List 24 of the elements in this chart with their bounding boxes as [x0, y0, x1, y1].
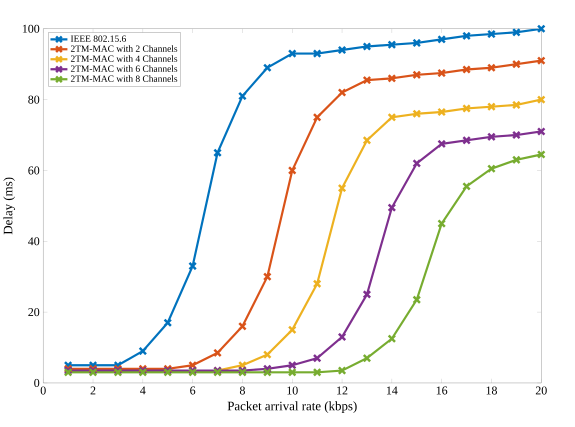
y-tick-label: 40: [28, 237, 40, 246]
y-tick-label: 0: [34, 379, 40, 388]
x-tick-label: 10: [287, 386, 298, 395]
x-tick-label: 20: [536, 386, 547, 395]
x-tick-label: 6: [190, 386, 196, 395]
x-tick-label: 16: [436, 386, 448, 395]
x-tick-label: 18: [486, 386, 497, 395]
y-tick-label: 20: [28, 308, 40, 316]
legend-label: 2TM-MAC with 2 Channels: [70, 45, 178, 52]
x-tick-label: 14: [386, 386, 398, 395]
legend-label: 2TM-MAC with 6 Channels: [70, 65, 178, 72]
x-axis-title: Packet arrival rate (kbps): [228, 401, 357, 414]
legend-label: 2TM-MAC with 8 Channels: [70, 75, 178, 82]
y-tick-label: 60: [28, 166, 40, 175]
x-tick-label: 8: [240, 386, 245, 395]
y-tick-label: 80: [28, 96, 40, 104]
legend-label: 2TM-MAC with 4 Channels: [70, 55, 178, 62]
x-tick-label: 4: [140, 386, 146, 394]
y-axis-title: Delay (ms): [3, 178, 16, 235]
x-tick-label: 12: [337, 386, 348, 395]
y-tick-label: 100: [22, 24, 40, 33]
x-tick-label: 0: [40, 386, 46, 395]
legend-label: IEEE 802.15.6: [70, 36, 126, 42]
x-tick-label: 2: [90, 386, 96, 395]
